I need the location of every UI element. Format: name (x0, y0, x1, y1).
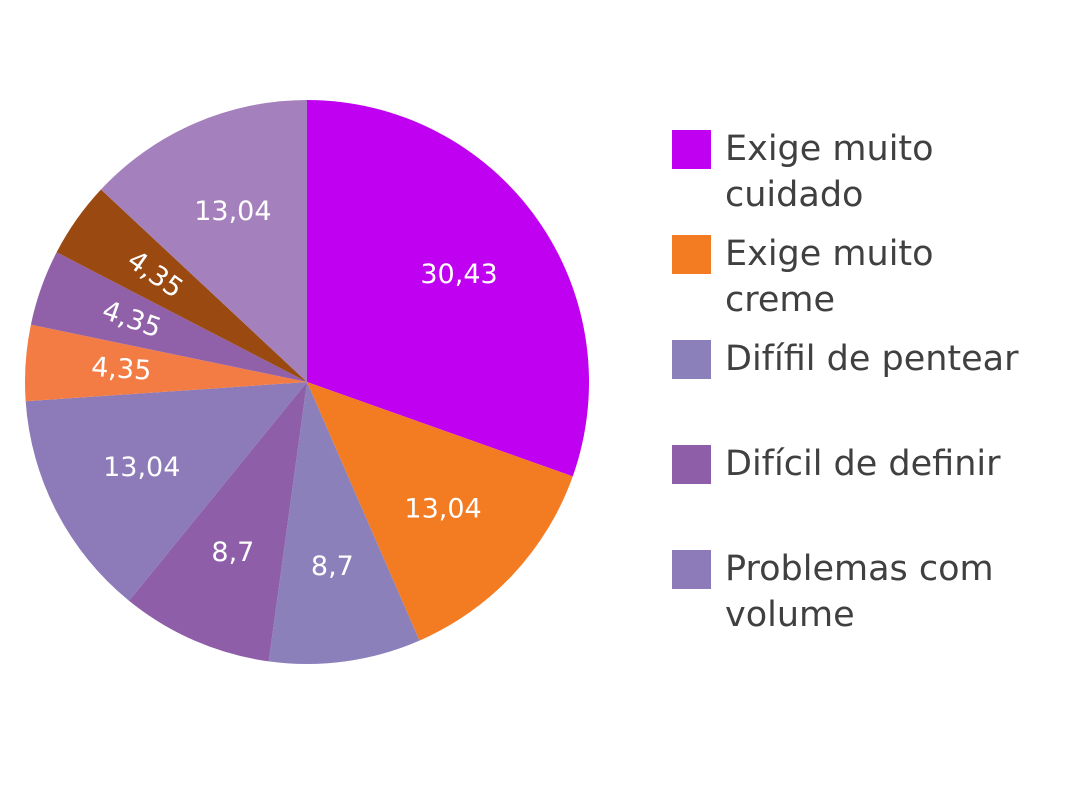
legend: Exige muito cuidado Exige muito creme Di… (672, 126, 1072, 651)
legend-item-exige-muito-cuidado: Exige muito cuidado (672, 126, 1072, 231)
legend-item-dificil-de-definir: Difícil de definir (672, 441, 1072, 546)
legend-swatch (672, 235, 711, 274)
pie-slice-2 (268, 382, 420, 664)
legend-item-dififil-de-pentear: Difífil de pentear (672, 336, 1072, 441)
slice-label-1: 13,04 (404, 493, 481, 524)
slice-label-2: 8,7 (311, 551, 354, 582)
legend-item-problemas-com-volume: Problemas com volume (672, 546, 1072, 651)
legend-swatch (672, 550, 711, 589)
legend-label: Difífil de pentear (725, 339, 1019, 379)
slice-label-3: 8,7 (211, 537, 254, 568)
legend-item-exige-muito-creme: Exige muito creme (672, 231, 1072, 336)
pie-slice-4 (25, 382, 307, 601)
legend-swatch (672, 130, 711, 169)
legend-swatch (672, 340, 711, 379)
pie-slice-0 (307, 100, 589, 477)
pie-slice-1 (307, 382, 573, 641)
slice-label-0: 30,43 (420, 259, 497, 290)
pie-slice-3 (129, 382, 307, 662)
legend-label: Exige muito cuidado (725, 129, 934, 215)
pie-slice-7 (56, 189, 308, 382)
pie-slice-6 (30, 252, 308, 382)
legend-label: Problemas com volume (725, 549, 994, 635)
slice-label-8: 13,04 (194, 196, 271, 227)
legend-label: Difícil de definir (725, 444, 1001, 484)
pie-slice-5 (25, 324, 307, 402)
legend-swatch (672, 445, 711, 484)
slice-label-5: 4,35 (90, 352, 152, 387)
slice-label-4: 13,04 (103, 452, 180, 483)
legend-label: Exige muito creme (725, 234, 934, 320)
pie-slice-8 (100, 100, 308, 382)
